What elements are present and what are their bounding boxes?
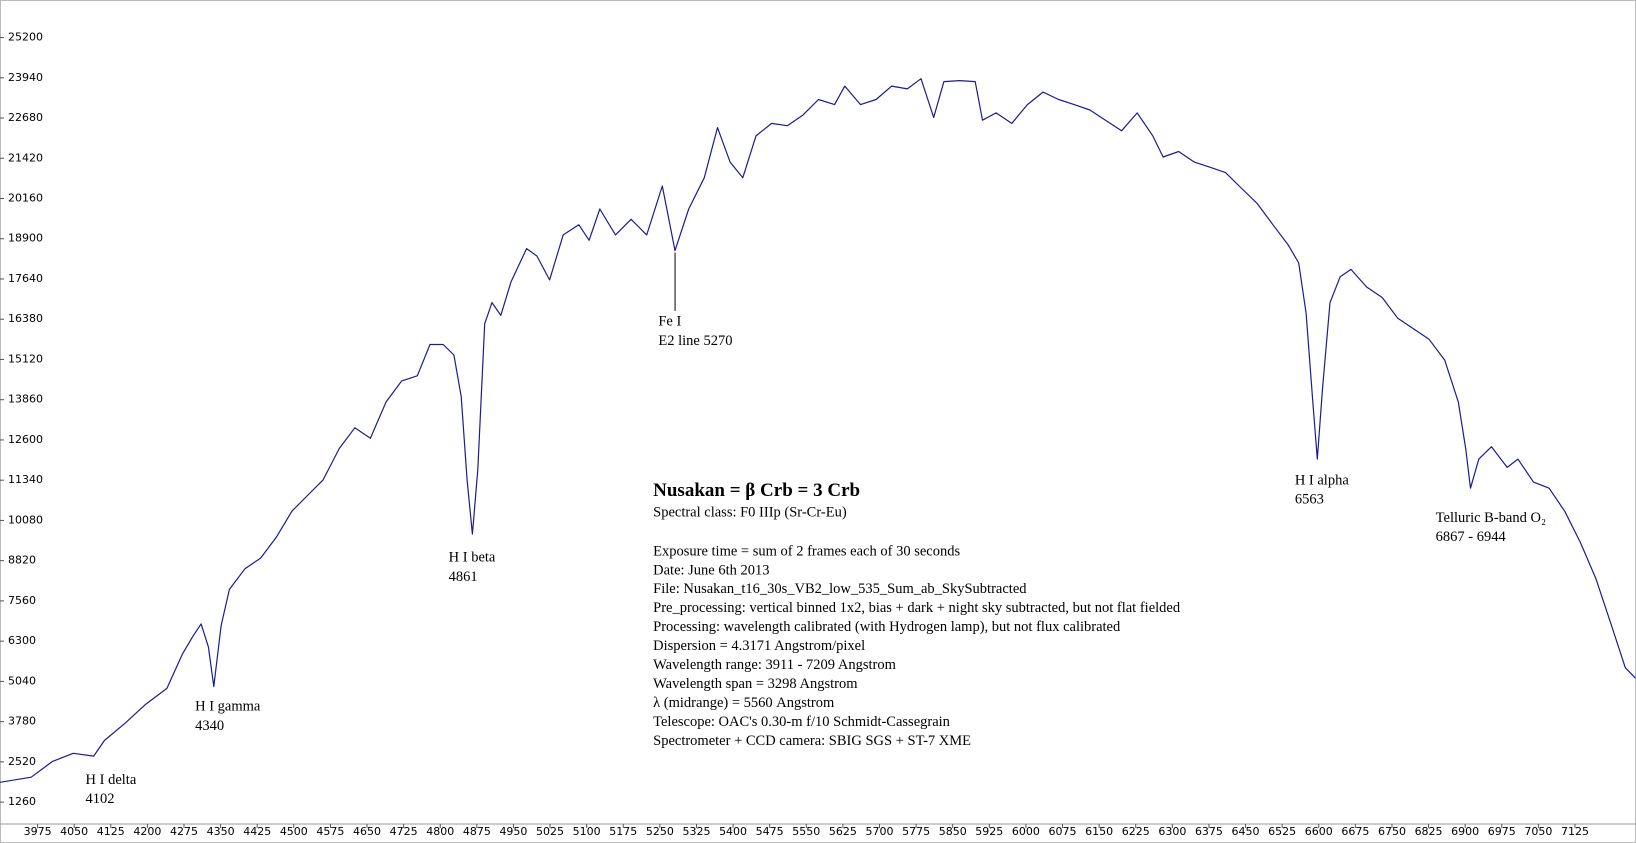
y-tick-label: 7560 xyxy=(8,594,36,607)
x-tick-label: 5100 xyxy=(573,825,601,838)
x-tick-label: 5625 xyxy=(829,825,857,838)
x-tick-label: 6225 xyxy=(1122,825,1150,838)
x-tick-label: 6675 xyxy=(1341,825,1369,838)
x-tick-label: 4800 xyxy=(426,825,454,838)
info-line: Wavelength range: 3911 - 7209 Angstrom xyxy=(653,657,896,673)
annotation-label: Fe I xyxy=(658,314,681,330)
x-tick-label: 5475 xyxy=(756,825,784,838)
x-tick-label: 6000 xyxy=(1012,825,1040,838)
annotation-label: H I delta xyxy=(86,772,137,788)
x-tick-label: 5025 xyxy=(536,825,564,838)
info-line: Processing: wavelength calibrated (with … xyxy=(653,619,1121,635)
info-title: Nusakan = β Crb = 3 Crb xyxy=(653,480,860,501)
x-tick-label: 4575 xyxy=(316,825,344,838)
annotation-value: 4102 xyxy=(86,791,115,807)
x-tick-label: 4500 xyxy=(280,825,308,838)
info-line: Exposure time = sum of 2 frames each of … xyxy=(653,543,960,559)
info-line: File: Nusakan_t16_30s_VB2_low_535_Sum_ab… xyxy=(653,581,1027,597)
x-tick-label: 5175 xyxy=(609,825,637,838)
x-tick-label: 3975 xyxy=(24,825,52,838)
info-line: Dispersion = 4.3171 Angstrom/pixel xyxy=(653,638,865,654)
x-tick-label: 7050 xyxy=(1524,825,1552,838)
y-tick-label: 13860 xyxy=(8,393,43,406)
annotation-value: 4340 xyxy=(195,718,224,734)
info-line: Date: June 6th 2013 xyxy=(653,562,769,578)
spectrum-line xyxy=(0,78,1636,783)
y-tick-label: 5040 xyxy=(8,674,36,687)
x-tick-label: 5700 xyxy=(865,825,893,838)
x-tick-label: 7125 xyxy=(1561,825,1589,838)
y-tick-label: 3780 xyxy=(8,715,36,728)
annotation-value: 6867 - 6944 xyxy=(1436,529,1507,545)
x-tick-label: 4275 xyxy=(170,825,198,838)
x-tick-label: 6300 xyxy=(1158,825,1186,838)
y-tick-label: 18900 xyxy=(8,232,43,245)
y-tick-label: 25200 xyxy=(8,31,43,44)
x-tick-label: 6375 xyxy=(1195,825,1223,838)
x-tick-label: 6075 xyxy=(1049,825,1077,838)
info-line: Telescope: OAC's 0.30-m f/10 Schmidt-Cas… xyxy=(653,714,951,730)
info-line: Spectrometer + CCD camera: SBIG SGS + ST… xyxy=(653,733,971,749)
x-tick-label: 6525 xyxy=(1268,825,1296,838)
info-subtitle: Spectral class: F0 IIIp (Sr-Cr-Eu) xyxy=(653,505,847,521)
y-tick-label: 17640 xyxy=(8,272,43,285)
x-tick-label: 4200 xyxy=(133,825,161,838)
annotation-value: 6563 xyxy=(1295,492,1324,508)
annotation-label: H I beta xyxy=(449,550,496,566)
y-tick-label: 20160 xyxy=(8,191,43,204)
x-tick-label: 5550 xyxy=(792,825,820,838)
y-tick-label: 15120 xyxy=(8,352,43,365)
y-tick-label: 21420 xyxy=(8,151,43,164)
x-tick-label: 4350 xyxy=(207,825,235,838)
y-tick-label: 2520 xyxy=(8,755,36,768)
y-tick-label: 16380 xyxy=(8,312,43,325)
annotation-label: Telluric B-band O₂ xyxy=(1436,510,1546,526)
x-tick-label: 5325 xyxy=(682,825,710,838)
info-line: Pre_processing: vertical binned 1x2, bia… xyxy=(653,600,1181,616)
y-tick-label: 23940 xyxy=(8,71,43,84)
x-tick-label: 6750 xyxy=(1378,825,1406,838)
y-tick-label: 6300 xyxy=(8,634,36,647)
x-tick-label: 5850 xyxy=(939,825,967,838)
x-tick-label: 4050 xyxy=(60,825,88,838)
x-tick-label: 4950 xyxy=(499,825,527,838)
x-tick-label: 4425 xyxy=(243,825,271,838)
info-line: λ (midrange) = 5560 Angstrom xyxy=(653,695,835,711)
x-tick-label: 5250 xyxy=(646,825,674,838)
y-tick-label: 1260 xyxy=(8,795,36,808)
x-tick-label: 6150 xyxy=(1085,825,1113,838)
x-tick-label: 6900 xyxy=(1451,825,1479,838)
x-tick-label: 5925 xyxy=(975,825,1003,838)
info-line: Wavelength span = 3298 Angstrom xyxy=(653,676,858,692)
x-tick-label: 4650 xyxy=(353,825,381,838)
x-tick-label: 4725 xyxy=(390,825,418,838)
y-tick-label: 10080 xyxy=(8,513,43,526)
x-tick-label: 4125 xyxy=(97,825,125,838)
annotation-label: H I gamma xyxy=(195,699,261,715)
x-tick-label: 5400 xyxy=(719,825,747,838)
annotation-label: H I alpha xyxy=(1295,472,1350,488)
y-tick-label: 22680 xyxy=(8,111,43,124)
y-tick-label: 11340 xyxy=(8,473,43,486)
x-tick-label: 5775 xyxy=(902,825,930,838)
y-tick-label: 8820 xyxy=(8,554,36,567)
x-tick-label: 6450 xyxy=(1232,825,1260,838)
x-tick-label: 4875 xyxy=(463,825,491,838)
x-tick-label: 6600 xyxy=(1305,825,1333,838)
annotation-value: 4861 xyxy=(449,569,478,585)
y-tick-label: 12600 xyxy=(8,433,43,446)
x-tick-label: 6825 xyxy=(1415,825,1443,838)
annotation-value: E2 line 5270 xyxy=(658,333,732,349)
x-tick-label: 6975 xyxy=(1488,825,1516,838)
